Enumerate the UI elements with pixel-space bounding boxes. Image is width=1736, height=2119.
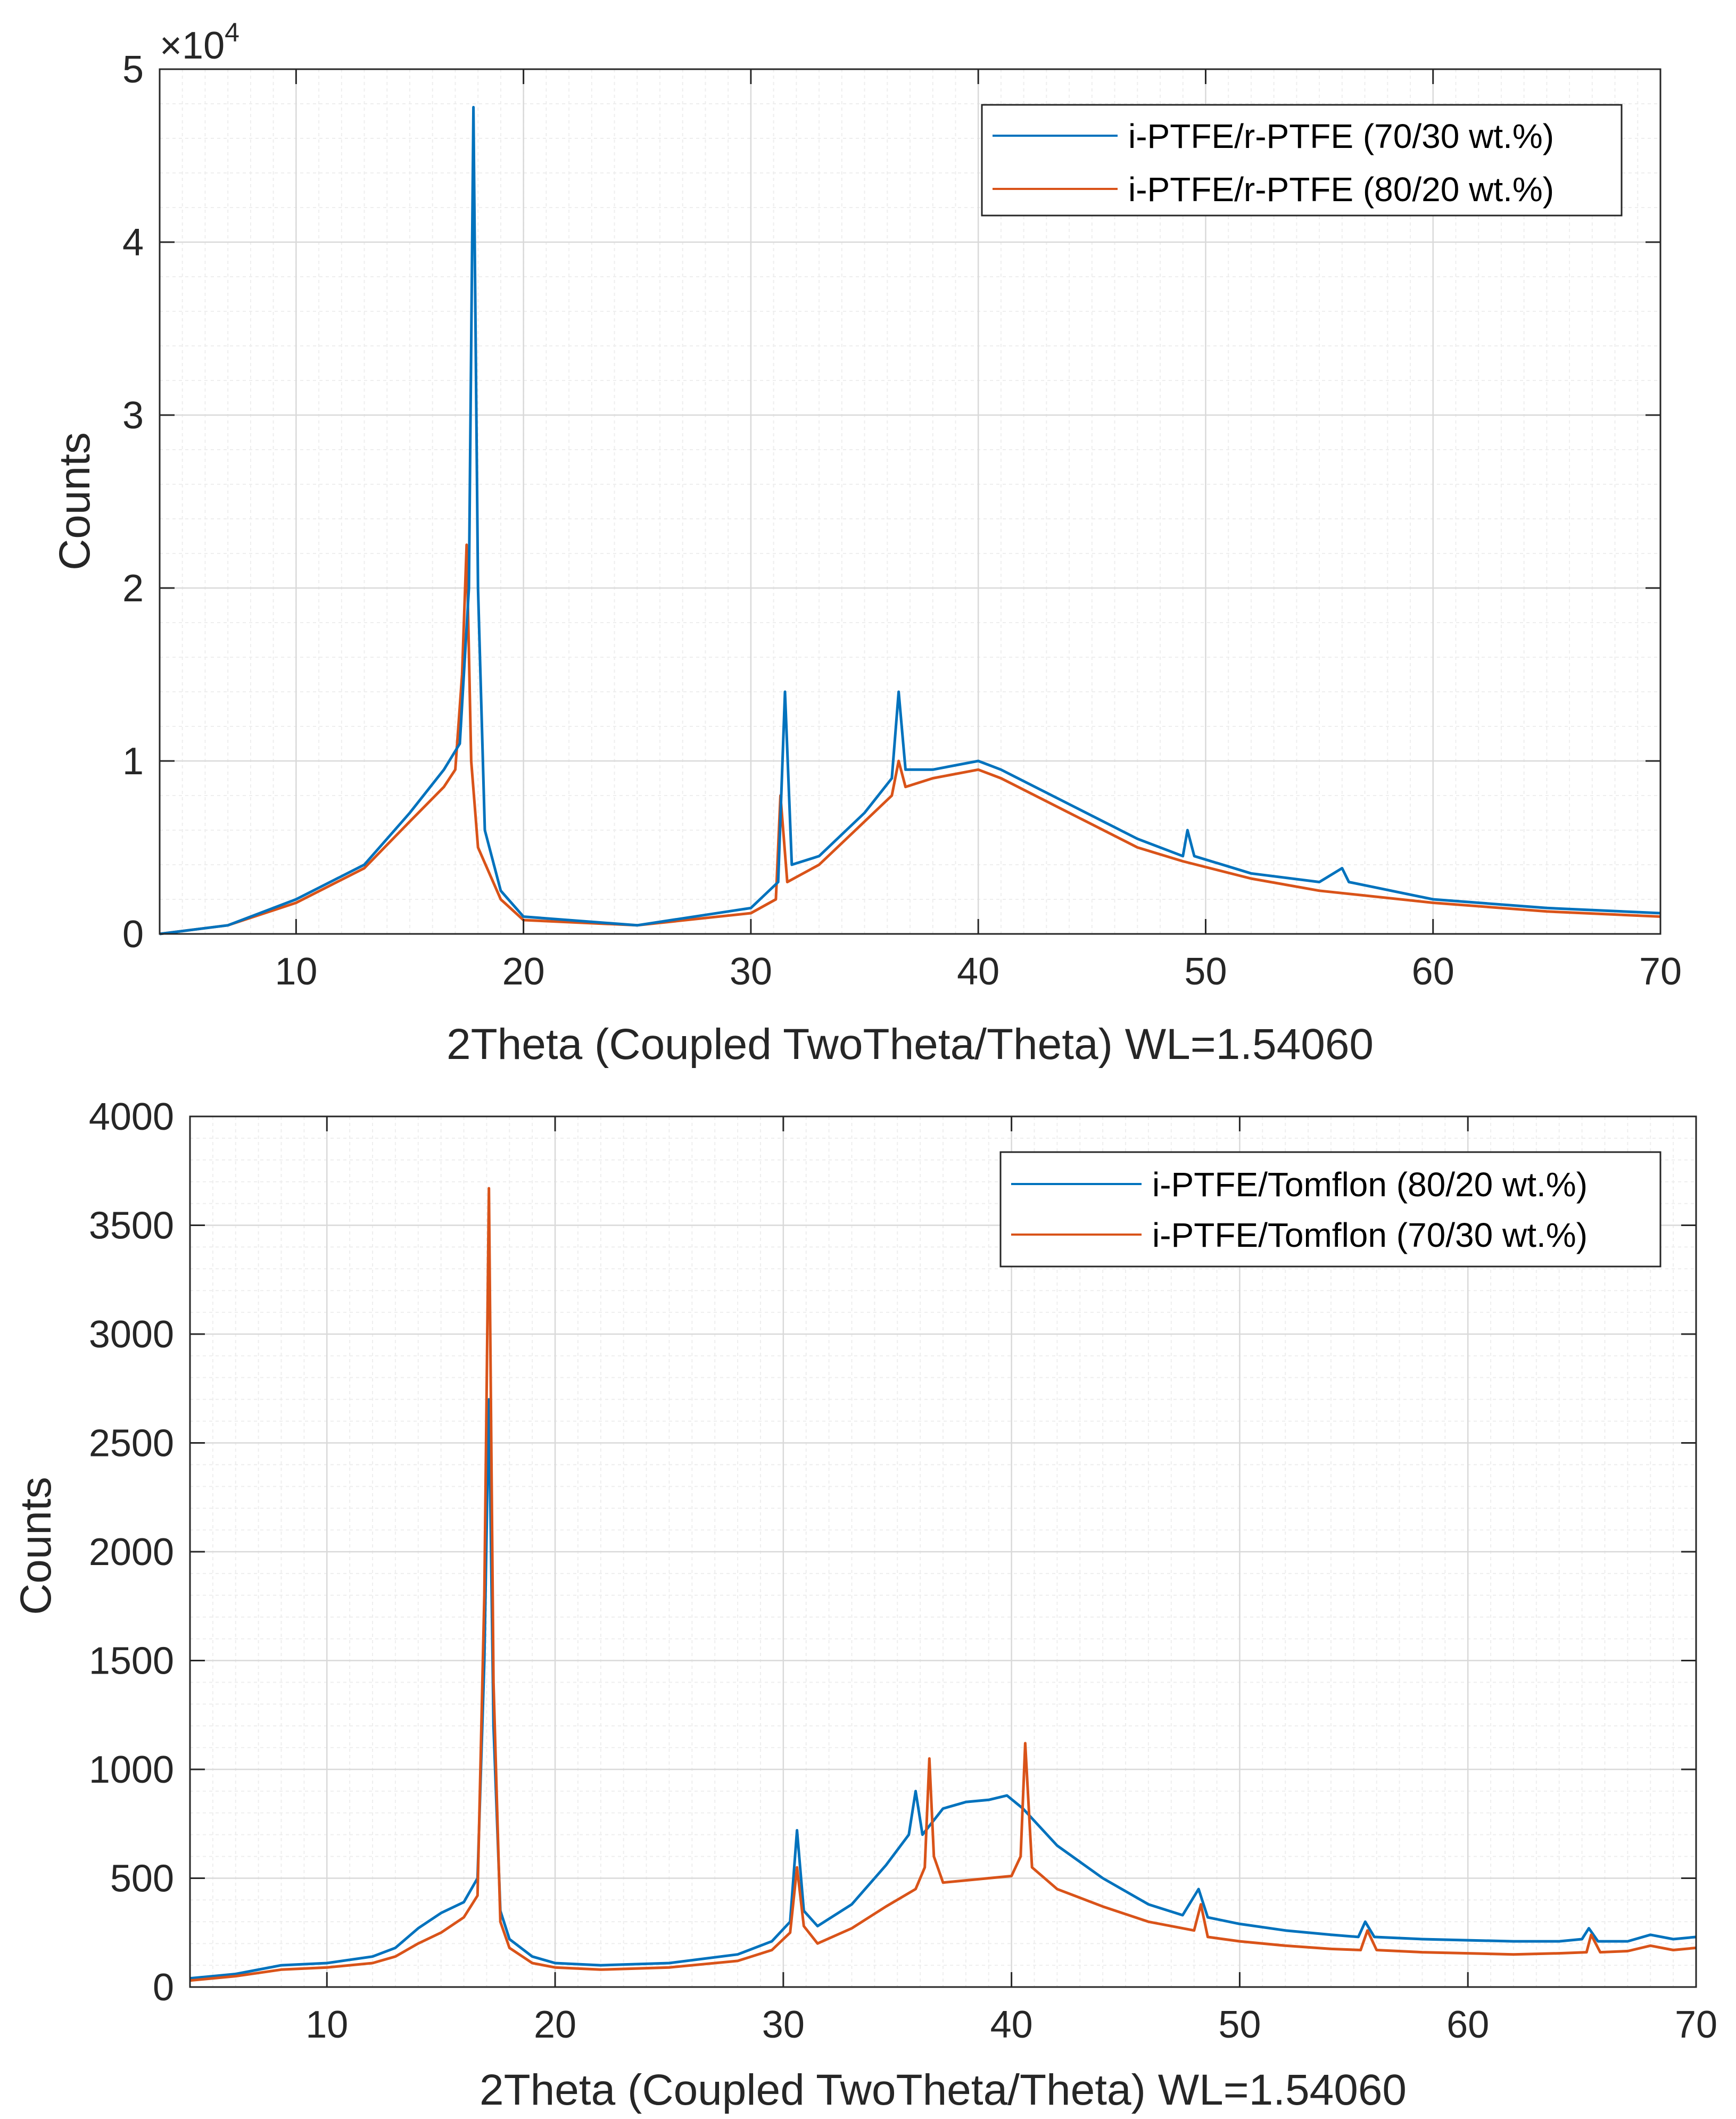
x-tick-label: 60 [1446,2004,1489,2046]
series-line-2 [159,543,1661,936]
series-line-1 [159,106,1661,936]
x-tick-label: 20 [534,2004,576,2046]
y-tick-label: 2 [122,567,144,610]
y-tick-label: 3 [122,394,144,437]
x-tick-labels-bottom: 10 20 30 40 50 60 70 [305,2004,1717,2046]
y-tick-label: 0 [122,913,144,956]
x-tick-label: 20 [502,950,545,993]
data-lines-bottom [189,1187,1697,1982]
y-tick-label: 3000 [89,1313,174,1356]
legend-label-series1-bottom: i-PTFE/Tomflon (80/20 wt.%) [1152,1165,1588,1204]
tick-marks-top [160,68,1661,935]
legend-box-bottom [999,1151,1661,1268]
x-tick-label: 60 [1412,950,1454,993]
x-tick-label: 50 [1218,2004,1261,2046]
x-tick-label: 70 [1675,2004,1717,2046]
y-tick-label: 1500 [89,1640,174,1683]
axes-box-top [159,68,1661,935]
y-tick-labels-bottom: 0 500 1000 1500 2000 2500 3000 3500 4000 [89,1096,174,2009]
series-line-2 [189,1187,1697,1982]
y-tick-label: 500 [110,1858,174,1900]
y-tick-label: 5 [122,48,144,91]
y-tick-label: 4 [122,221,144,264]
x-tick-label: 40 [990,2004,1033,2046]
y-tick-label: 3500 [89,1205,174,1247]
x-tick-label: 70 [1639,950,1682,993]
legend-box-top [981,104,1623,217]
x-axis-label-bottom: 2Theta (Coupled TwoTheta/Theta) WL=1.540… [480,2066,1407,2114]
y-tick-label: 0 [153,1966,174,2009]
tick-marks-bottom [190,1115,1697,1988]
y-tick-label: 2000 [89,1531,174,1574]
y-tick-label: 4000 [89,1096,174,1138]
y-multiplier-label: ×104 [160,18,239,67]
chart-top: 10 20 30 40 50 60 70 0 1 2 3 4 5 ×104 2Theta (Coupl… [51,18,1682,1069]
y-tick-label: 1 [122,740,144,783]
data-lines-top [159,106,1661,936]
y-axis-label-top: Counts [51,432,99,570]
x-tick-label: 30 [762,2004,805,2046]
y-tick-label: 1000 [89,1749,174,1791]
x-axis-label-top: 2Theta (Coupled TwoTheta/Theta) WL=1.540… [447,1020,1374,1069]
legend-label-series1-top: i-PTFE/r-PTFE (70/30 wt.%) [1128,117,1554,155]
x-tick-label: 50 [1184,950,1227,993]
chart-bottom: 10 20 30 40 50 60 70 0 500 1000 1500 2000 2500 3000 3… [12,1096,1717,2114]
y-tick-label: 2500 [89,1422,174,1465]
legend-label-series2-top: i-PTFE/r-PTFE (80/20 wt.%) [1128,170,1554,209]
legend-top: i-PTFE/r-PTFE (70/30 wt.%) i-PTFE/r-PTFE… [981,104,1623,217]
x-tick-label: 30 [730,950,772,993]
x-tick-label: 40 [957,950,999,993]
legend-bottom: i-PTFE/Tomflon (80/20 wt.%) i-PTFE/Tomfl… [999,1151,1661,1268]
y-tick-labels-top: 0 1 2 3 4 5 [122,48,144,956]
legend-label-series2-bottom: i-PTFE/Tomflon (70/30 wt.%) [1152,1216,1588,1254]
x-tick-labels-top: 10 20 30 40 50 60 70 [275,950,1682,993]
x-tick-label: 10 [305,2004,348,2046]
x-tick-label: 10 [275,950,317,993]
y-axis-label-bottom: Counts [12,1477,60,1615]
